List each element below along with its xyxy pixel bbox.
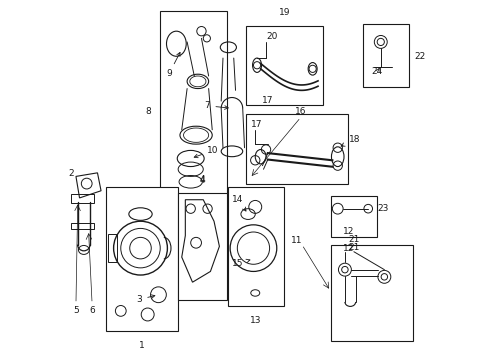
Text: 8: 8 xyxy=(145,107,151,116)
Bar xyxy=(160,12,226,198)
Text: 6: 6 xyxy=(89,306,95,315)
Text: 5: 5 xyxy=(73,306,79,315)
Text: 16: 16 xyxy=(294,107,306,116)
Bar xyxy=(228,187,284,306)
Text: 18: 18 xyxy=(341,135,359,146)
Text: 4: 4 xyxy=(199,175,204,184)
Text: 7: 7 xyxy=(204,101,228,110)
Text: 10: 10 xyxy=(194,146,218,158)
Text: 21: 21 xyxy=(347,243,359,252)
Text: 23: 23 xyxy=(376,204,388,213)
Bar xyxy=(70,223,94,229)
Text: 2: 2 xyxy=(68,169,74,178)
Text: 24: 24 xyxy=(371,67,382,76)
Text: 11: 11 xyxy=(290,237,302,246)
Text: 22: 22 xyxy=(414,52,425,61)
Text: 19: 19 xyxy=(278,8,290,17)
Bar xyxy=(362,24,408,87)
Bar xyxy=(70,194,94,203)
Text: 14: 14 xyxy=(231,194,245,211)
Bar xyxy=(330,196,376,237)
Text: 17: 17 xyxy=(251,120,262,129)
Text: 20: 20 xyxy=(265,32,277,41)
Bar xyxy=(246,114,348,184)
Bar xyxy=(246,26,323,105)
Bar xyxy=(106,187,178,330)
Text: 12: 12 xyxy=(342,226,353,235)
Text: 1: 1 xyxy=(139,341,145,350)
Bar xyxy=(178,193,226,300)
Text: 21: 21 xyxy=(347,235,359,244)
Bar xyxy=(108,234,117,262)
Text: 15: 15 xyxy=(231,259,249,268)
Text: 3: 3 xyxy=(136,295,155,304)
Bar xyxy=(330,244,412,341)
Text: 17: 17 xyxy=(262,96,273,105)
Text: 9: 9 xyxy=(166,53,180,78)
Text: 13: 13 xyxy=(250,316,261,325)
Text: 4: 4 xyxy=(199,176,204,185)
Text: 12: 12 xyxy=(342,244,353,253)
